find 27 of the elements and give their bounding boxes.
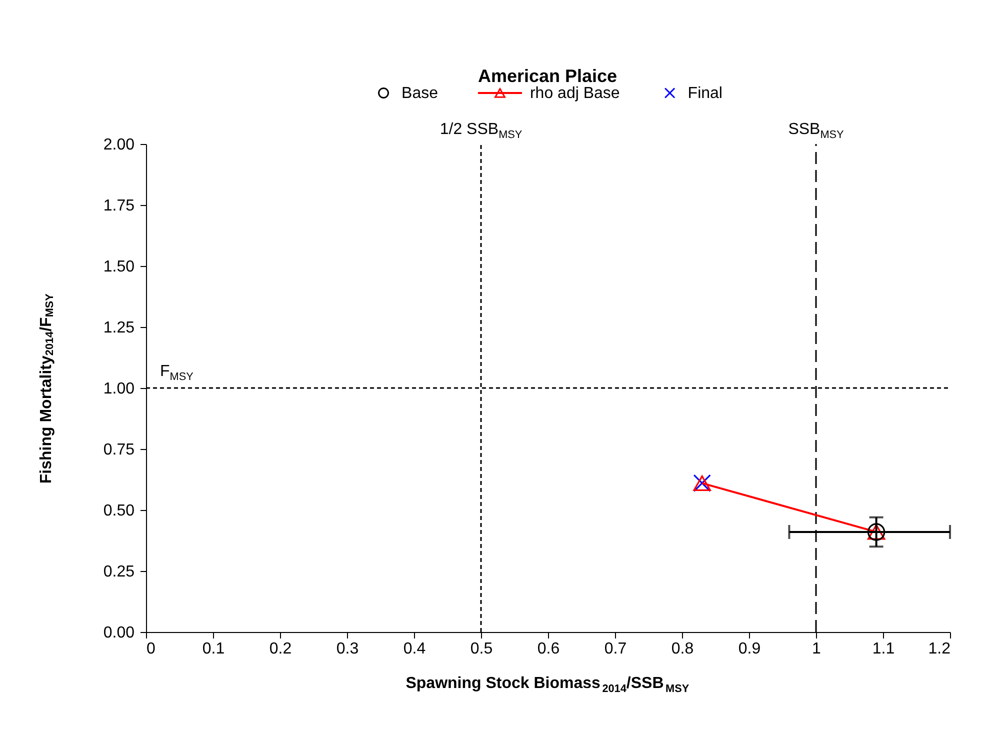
x-tick-label: 0.9	[738, 640, 761, 658]
x-tick-label: 0.6	[537, 640, 560, 658]
y-tick-label: 0.50	[103, 502, 135, 520]
x-tick-label: 1.2	[928, 640, 951, 658]
legend-label: Final	[688, 85, 722, 102]
x-tick-label: 1.1	[872, 640, 895, 658]
y-tick-label: 0.25	[103, 564, 135, 580]
y-tick-label: 1.50	[103, 258, 135, 276]
legend-label: rho adj Base	[530, 85, 620, 102]
x-tick-label: 1	[812, 640, 822, 658]
y-axis-title: Fishing Mortality2014/FMSY	[38, 292, 56, 484]
y-tick-label: 1.00	[103, 380, 135, 398]
x-tick-label: 0	[146, 640, 156, 658]
x-tick-label: 0.7	[604, 640, 627, 658]
y-tick-label: 1.25	[103, 320, 135, 336]
x-tick-label: 0.8	[671, 640, 694, 658]
y-tick-label: 0.75	[103, 442, 135, 458]
y-tick-label: 0.00	[103, 624, 135, 642]
chart-title: American Plaice	[478, 66, 618, 86]
legend-label: Base	[402, 85, 438, 102]
x-tick-label: 0.1	[202, 640, 225, 658]
y-tick-label: 1.75	[103, 198, 135, 214]
x-tick-label: 0.5	[470, 640, 493, 658]
x-tick-label: 0.2	[269, 640, 292, 658]
x-tick-label: 0.3	[336, 640, 359, 658]
y-tick-label: 2.00	[103, 136, 135, 154]
x-tick-label: 0.4	[403, 640, 426, 658]
